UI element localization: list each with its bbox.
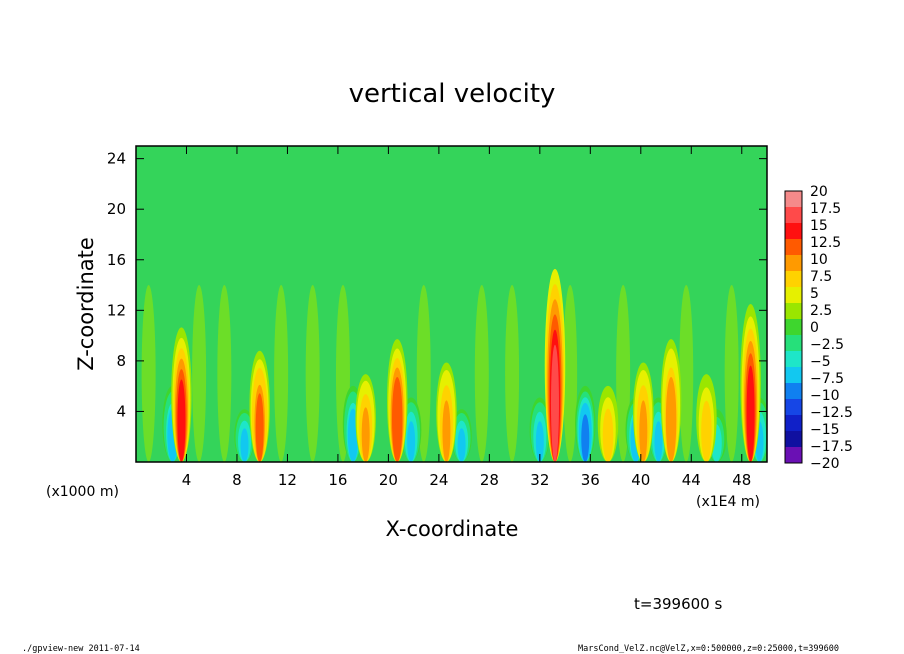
colorbar-label-7: 2.5 (810, 303, 832, 319)
x-tick-label-6: 28 (480, 471, 499, 489)
x-tick-label-8: 36 (581, 471, 600, 489)
streak-4 (305, 285, 320, 462)
y-axis-label: Z-coordinate (74, 237, 98, 371)
y-tick-label-5: 24 (107, 150, 126, 168)
downdraft-5-band-5 (535, 421, 544, 462)
colorbar-swatch-9 (785, 335, 802, 352)
x-unit-right: (x1E4 m) (696, 494, 760, 510)
colorbar-label-1: 17.5 (810, 201, 841, 217)
time-label: t=399600 s (634, 595, 722, 613)
updraft-5-band-5 (550, 344, 559, 462)
y-tick-label-3: 16 (107, 251, 126, 269)
streak-7 (474, 285, 489, 462)
y-tick-label-4: 20 (107, 200, 126, 218)
colorbar: 2017.51512.5107.552.50−2.5−5−7.5−10−12.5… (784, 184, 853, 472)
downdraft-2-band-5 (349, 414, 358, 462)
updraft-8-band-5 (667, 386, 676, 462)
colorbar-swatch-0 (785, 191, 802, 208)
streak-3 (274, 285, 289, 462)
streak-11 (679, 285, 694, 462)
x-tick-label-3: 16 (328, 471, 347, 489)
footer-right: MarsCond_VelZ.nc@VelZ,x=0:500000,z=0:250… (578, 644, 839, 654)
colorbar-label-12: −10 (810, 388, 840, 404)
colorbar-swatch-11 (785, 367, 802, 384)
streak-2 (217, 285, 232, 462)
colorbar-frame (784, 190, 803, 464)
updraft-3-band-5 (393, 386, 402, 462)
plot-frame (135, 145, 768, 463)
velocity-field (141, 268, 767, 462)
colorbar-swatch-3 (785, 239, 802, 256)
x-tick-label-10: 44 (682, 471, 701, 489)
colorbar-swatch-16 (785, 447, 802, 464)
updraft-7-band-5 (639, 400, 648, 462)
updraft-2-band-5 (361, 407, 370, 462)
colorbar-label-3: 12.5 (810, 235, 841, 251)
x-axis-label: X-coordinate (386, 517, 519, 541)
y-tick-label-1: 8 (116, 352, 126, 370)
updraft-4-band-5 (442, 400, 451, 462)
colorbar-swatch-1 (785, 207, 802, 224)
updraft-9-band-5 (702, 407, 711, 462)
colorbar-label-11: −7.5 (810, 371, 844, 387)
streak-9 (563, 285, 578, 462)
colorbar-swatch-15 (785, 431, 802, 448)
x-tick-label-11: 48 (732, 471, 751, 489)
colorbar-swatch-7 (785, 303, 802, 320)
colorbar-label-2: 15 (810, 218, 828, 234)
colorbar-swatch-10 (785, 351, 802, 368)
colorbar-swatch-2 (785, 223, 802, 240)
streak-8 (505, 285, 520, 462)
downdraft-8-band-5 (654, 421, 663, 462)
colorbar-label-4: 10 (810, 252, 828, 268)
x-tick-label-9: 40 (631, 471, 650, 489)
y-tick-label-0: 4 (116, 402, 126, 420)
colorbar-label-13: −12.5 (810, 405, 853, 421)
downdraft-1-band-5 (240, 428, 249, 462)
y-tick-label-2: 12 (107, 301, 126, 319)
colorbar-swatch-6 (785, 287, 802, 304)
footer-left: ./gpview-new 2011-07-14 (22, 644, 140, 654)
updraft-1-band-5 (255, 393, 264, 462)
colorbar-swatch-4 (785, 255, 802, 272)
updraft-10-band-5 (746, 365, 755, 462)
x-tick-label-4: 20 (379, 471, 398, 489)
colorbar-label-14: −15 (810, 422, 840, 438)
x-tick-label-0: 4 (182, 471, 192, 489)
x-tick-label-2: 12 (278, 471, 297, 489)
colorbar-label-15: −17.5 (810, 439, 853, 455)
colorbar-label-10: −5 (810, 354, 831, 370)
y-ticks: 4 8 12 16 20 24 (107, 150, 767, 420)
x-tick-label-7: 32 (530, 471, 549, 489)
colorbar-swatch-13 (785, 399, 802, 416)
x-tick-label-5: 24 (429, 471, 448, 489)
colorbar-label-0: 20 (810, 184, 828, 200)
streak-1 (192, 285, 207, 462)
colorbar-label-9: −2.5 (810, 337, 844, 353)
x-unit-left: (x1000 m) (46, 484, 119, 500)
x-ticks: 4 8 12 16 20 24 28 32 36 40 44 48 (182, 146, 751, 489)
colorbar-swatch-5 (785, 271, 802, 288)
updraft-0-band-5 (177, 379, 186, 462)
x-tick-label-1: 8 (232, 471, 242, 489)
downdraft-6-band-5 (581, 414, 590, 462)
streak-0 (141, 285, 156, 462)
colorbar-swatch-8 (785, 319, 802, 336)
colorbar-label-6: 5 (810, 286, 819, 302)
updraft-6-band-5 (603, 414, 612, 462)
colorbar-swatch-14 (785, 415, 802, 432)
colorbar-swatch-12 (785, 383, 802, 400)
colorbar-label-8: 0 (810, 320, 819, 336)
chart-title: vertical velocity (349, 79, 556, 109)
downdraft-3-band-5 (407, 421, 416, 462)
colorbar-label-16: −20 (810, 456, 840, 472)
streak-12 (724, 285, 739, 462)
downdraft-4-band-5 (457, 428, 466, 462)
colorbar-label-5: 7.5 (810, 269, 832, 285)
